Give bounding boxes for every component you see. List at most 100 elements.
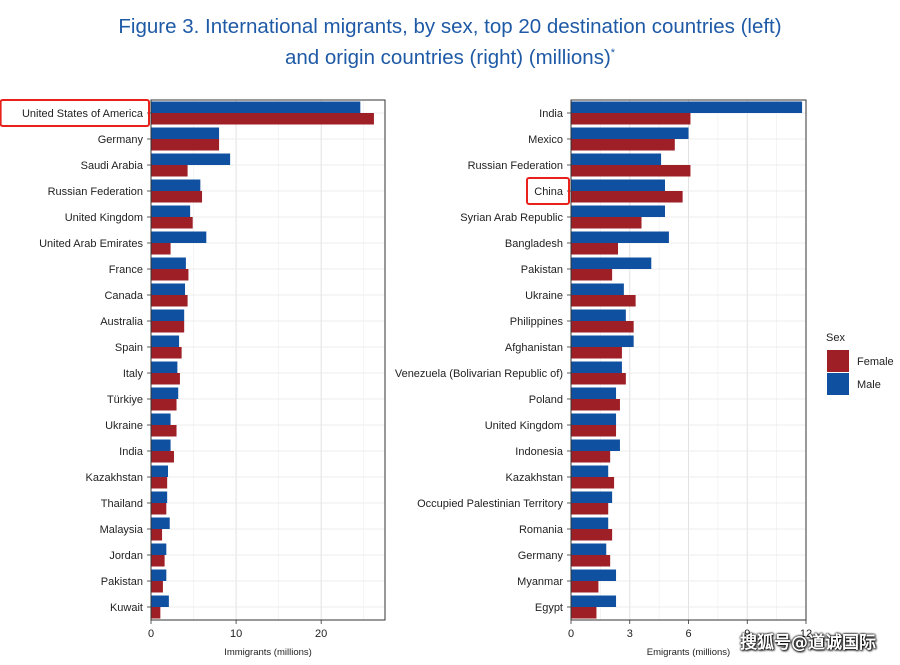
category-label-pakistan: Pakistan [521, 264, 563, 276]
x-tick-label: 12 [800, 628, 812, 640]
category-label-italy: Italy [123, 368, 144, 380]
bar-male-kazakhstan [571, 465, 609, 477]
bar-female-united-arab-emirates [151, 243, 171, 255]
x-tick-label: 0 [148, 628, 154, 640]
bar-female-indonesia [571, 451, 611, 463]
bar-male-russian-federation [151, 179, 201, 191]
x-tick-label: 3 [627, 628, 633, 640]
bar-male-malaysia [151, 517, 170, 529]
chart-title-line2: and origin countries (right) (millions)* [0, 40, 900, 71]
chart-title-line1: Figure 3. International migrants, by sex… [118, 15, 782, 38]
x-axis-title: Immigrants (millions) [224, 647, 312, 658]
bar-female-jordan [151, 555, 165, 567]
bar-male-poland [571, 387, 617, 399]
bar-female-ukraine [571, 295, 636, 307]
bar-male-australia [151, 309, 185, 321]
bar-male-kuwait [151, 595, 169, 607]
bar-female-italy [151, 373, 180, 385]
bar-female-kuwait [151, 607, 161, 619]
bar-female-philippines [571, 321, 634, 333]
category-label-united-arab-emirates: United Arab Emirates [39, 238, 143, 250]
category-label-egypt: Egypt [535, 602, 563, 614]
bar-female-saudi-arabia [151, 165, 188, 177]
category-label-russian-federation: Russian Federation [468, 160, 563, 172]
bar-female-canada [151, 295, 188, 307]
category-label-occupied-palestinian-territory: Occupied Palestinian Territory [417, 498, 563, 510]
bar-male-spain [151, 335, 180, 347]
category-label-t-rkiye: Türkiye [107, 394, 143, 406]
bar-male-russian-federation [571, 153, 662, 165]
legend-swatch-male [827, 373, 849, 395]
bar-female-occupied-palestinian-territory [571, 503, 609, 515]
bar-female-t-rkiye [151, 399, 177, 411]
category-label-china: China [534, 186, 564, 198]
bar-female-russian-federation [571, 165, 691, 177]
chart-title-line2-text: and origin countries (right) (millions) [284, 45, 611, 69]
legend-swatch-female [827, 350, 849, 372]
category-label-united-states-of-america: United States of America [22, 108, 144, 120]
legend: Sex Female Male [826, 332, 894, 395]
bar-male-ukraine [571, 283, 624, 295]
bar-female-france [151, 269, 189, 281]
bar-female-bangladesh [571, 243, 618, 255]
bar-female-venezuela-bolivarian-republic-of [571, 373, 626, 385]
category-label-india: India [539, 108, 564, 120]
category-label-mexico: Mexico [528, 134, 563, 146]
category-label-united-kingdom: United Kingdom [485, 420, 563, 432]
category-label-indonesia: Indonesia [515, 446, 564, 458]
chart-title: Figure 3. International migrants, by sex… [0, 14, 900, 71]
bar-male-occupied-palestinian-territory [571, 491, 613, 503]
bar-male-philippines [571, 309, 626, 321]
panel-border [150, 99, 386, 621]
bar-female-russian-federation [151, 191, 203, 203]
category-label-canada: Canada [104, 290, 143, 302]
bar-male-saudi-arabia [151, 153, 231, 165]
category-label-syrian-arab-republic: Syrian Arab Republic [460, 212, 563, 224]
bar-male-germany [571, 543, 607, 555]
category-label-jordan: Jordan [109, 550, 143, 562]
category-label-saudi-arabia: Saudi Arabia [81, 160, 144, 172]
bar-male-italy [151, 361, 178, 373]
category-label-kuwait: Kuwait [110, 602, 143, 614]
bar-female-myanmar [571, 581, 599, 593]
bar-male-pakistan [571, 257, 652, 269]
category-label-romania: Romania [519, 524, 564, 536]
bar-male-myanmar [571, 569, 617, 581]
bar-female-kazakhstan [571, 477, 615, 489]
bar-female-china [571, 191, 683, 203]
bar-male-united-kingdom [151, 205, 191, 217]
bar-female-pakistan [151, 581, 163, 593]
bar-female-united-kingdom [151, 217, 193, 229]
bar-male-thailand [151, 491, 168, 503]
category-label-pakistan: Pakistan [101, 576, 143, 588]
bar-male-germany [151, 127, 220, 139]
category-label-germany: Germany [98, 134, 144, 146]
bar-female-malaysia [151, 529, 163, 541]
origin-panel: India Mexico Russian Federation China Syrian… [395, 99, 812, 658]
category-label-venezuela-bolivarian-republic-of: Venezuela (Bolivarian Republic of) [395, 368, 563, 380]
bar-male-afghanistan [571, 335, 634, 347]
category-label-philippines: Philippines [510, 316, 564, 328]
category-label-australia: Australia [100, 316, 144, 328]
highlight-box-china [526, 177, 570, 205]
category-label-afghanistan: Afghanistan [505, 342, 563, 354]
bar-male-united-kingdom [571, 413, 617, 425]
bar-male-bangladesh [571, 231, 669, 243]
bar-male-egypt [571, 595, 617, 607]
bar-male-mexico [571, 127, 689, 139]
category-label-united-kingdom: United Kingdom [65, 212, 143, 224]
destination-panel: United States of America Germany Saudi Ara… [0, 99, 386, 658]
bar-female-thailand [151, 503, 167, 515]
bar-female-syrian-arab-republic [571, 217, 642, 229]
x-tick-label: 9 [744, 628, 750, 640]
x-tick-label: 0 [568, 628, 574, 640]
bar-male-indonesia [571, 439, 620, 451]
bar-male-jordan [151, 543, 167, 555]
category-label-india: India [119, 446, 144, 458]
bar-female-germany [571, 555, 611, 567]
legend-label-female: Female [857, 356, 894, 368]
bar-female-india [151, 451, 174, 463]
bar-female-germany [151, 139, 220, 151]
bar-male-t-rkiye [151, 387, 179, 399]
